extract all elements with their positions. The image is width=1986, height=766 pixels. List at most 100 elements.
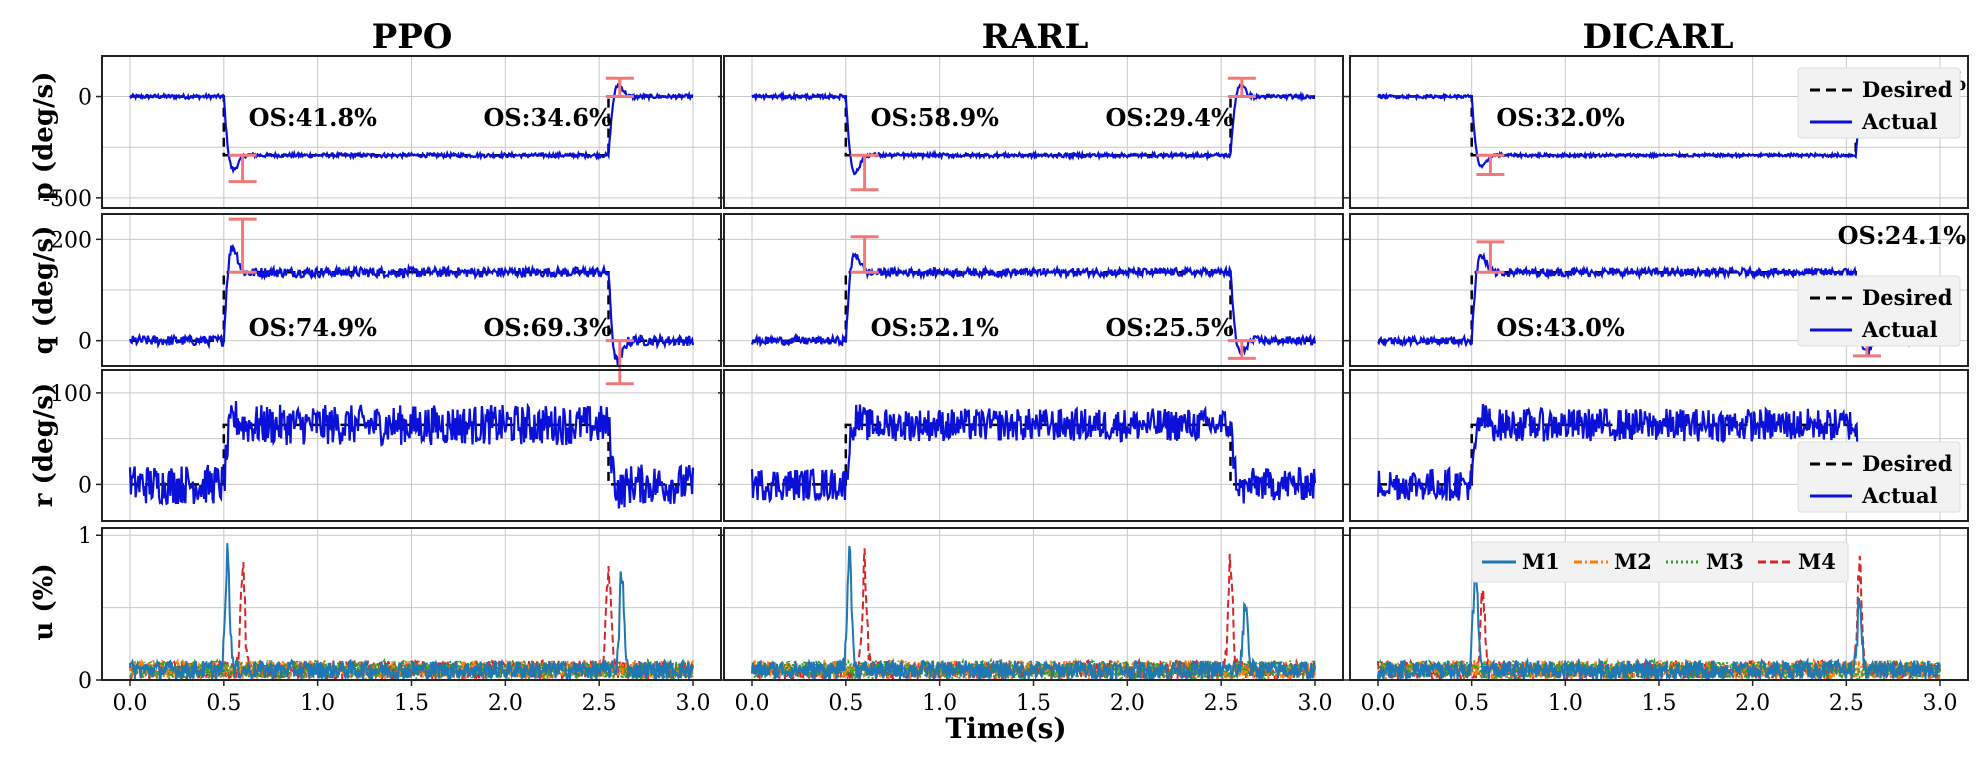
x-tick-label: 1.0 xyxy=(922,691,957,716)
actual-line xyxy=(129,82,694,175)
legend-box xyxy=(1471,541,1849,583)
motor-line-m2 xyxy=(129,658,694,680)
series-group xyxy=(128,243,695,366)
x-tick-label: 0.0 xyxy=(735,691,770,716)
y-tick-label: 200 xyxy=(50,228,92,253)
legend-label: M1 xyxy=(1522,549,1560,574)
legend-label: Desired xyxy=(1862,451,1953,476)
x-tick-label: 0.5 xyxy=(1454,691,1489,716)
y-axis-label-q: q (deg/s) xyxy=(29,226,59,355)
x-tick-label: 2.0 xyxy=(1110,691,1145,716)
series-group xyxy=(751,83,1316,176)
motor-line-m1 xyxy=(129,543,694,680)
subplot-dicarl-u: 0.0 0.5 1.0 1.5 2.0 2.5 3.0 M1 M2 M3 M4 xyxy=(1344,527,1969,716)
series-group xyxy=(1377,251,1941,357)
actual-line xyxy=(750,252,1317,357)
x-tick-label: 2.5 xyxy=(582,691,617,716)
x-tick-label: 1.0 xyxy=(1548,691,1583,716)
actual-line xyxy=(1376,86,1941,169)
x-tick-label: 3.0 xyxy=(1923,691,1958,716)
actual-line xyxy=(128,400,695,509)
subplot-dicarl-r: Desired Actual xyxy=(1344,369,1969,522)
series-group xyxy=(1376,86,1941,169)
y-axis-label-r: r (deg/s) xyxy=(29,383,59,507)
series-group xyxy=(751,545,1316,680)
overshoot-label: OS:41.8% xyxy=(249,103,378,132)
subplot-ppo-r: 0 100 xyxy=(50,369,722,522)
motor-line-m1 xyxy=(751,545,1316,680)
overshoot-label: OS:52.1% xyxy=(871,313,1000,342)
motor-line-m1 xyxy=(1377,554,1941,680)
actual-line xyxy=(751,83,1316,176)
subplot-ppo-q: OS:74.9% OS:69.3% 0 200 xyxy=(50,213,722,386)
overshoot-label: OS:34.6% xyxy=(483,103,612,132)
series-group xyxy=(1376,404,1942,505)
subplot-frame xyxy=(1349,369,1969,522)
subplot-frame xyxy=(723,213,1344,367)
subplot-rarl-q: OS:52.1% OS:25.5% xyxy=(718,213,1344,367)
legend-tracking: Desired Actual xyxy=(1797,441,1961,513)
subplot-frame xyxy=(723,55,1344,209)
overshoot-label: OS:74.9% xyxy=(249,313,378,342)
legend-tracking: Desired Actual xyxy=(1797,275,1961,347)
subplot-ppo-p: OS:41.8% OS:34.6% 0 -500 xyxy=(43,55,722,212)
y-axis-label-u: u (%) xyxy=(29,563,59,640)
y-tick-label: -500 xyxy=(43,187,92,212)
legend-label: Desired xyxy=(1862,77,1953,102)
legend-tracking: Desired Actual xyxy=(1797,67,1961,139)
desired-line xyxy=(130,271,693,342)
series-group xyxy=(128,400,695,509)
actual-line xyxy=(1377,251,1941,357)
legend-label: Actual xyxy=(1861,317,1938,342)
x-tick-label: 2.5 xyxy=(1829,691,1864,716)
overshoot-label: OS:32.0% xyxy=(1496,103,1625,132)
legend-label: M4 xyxy=(1798,549,1836,574)
legend-label: Actual xyxy=(1861,483,1938,508)
subplot-rarl-r xyxy=(718,369,1344,522)
y-tick-label: 1 xyxy=(78,524,92,549)
series-group xyxy=(750,252,1317,357)
x-tick-label: 1.5 xyxy=(1642,691,1677,716)
x-tick-label: 0.5 xyxy=(206,691,241,716)
overshoot-label: OS:69.3% xyxy=(483,313,612,342)
subplot-frame xyxy=(1349,213,1969,367)
subplot-dicarl-q: OS:43.0% OS:24.1% Desired Actual xyxy=(1344,213,1969,367)
x-tick-label: 2.5 xyxy=(1204,691,1239,716)
legend-label: Desired xyxy=(1862,285,1953,310)
plot-layer: OS:41.8% OS:34.6% 0 -500 OS:74.9% OS:69.3% 0 20… xyxy=(43,55,1969,716)
legend-label: M2 xyxy=(1614,549,1652,574)
x-tick-label: 1.5 xyxy=(394,691,429,716)
x-tick-label: 1.5 xyxy=(1016,691,1051,716)
series-group xyxy=(750,404,1317,504)
column-title-rarl: RARL xyxy=(982,17,1089,57)
subplot-frame xyxy=(101,55,722,209)
series-group xyxy=(129,82,694,175)
column-title-ppo: PPO xyxy=(372,17,453,57)
y-tick-label: 0 xyxy=(78,473,92,498)
x-tick-label: 2.0 xyxy=(1735,691,1770,716)
overshoot-label: OS:29.4% xyxy=(1105,103,1234,132)
x-tick-label: 3.0 xyxy=(1298,691,1333,716)
series-group xyxy=(129,543,694,680)
subplot-ppo-u: 0 1 0.0 0.5 1.0 1.5 2.0 2.5 3.0 xyxy=(78,524,722,716)
subplot-rarl-u: 0.0 0.5 1.0 1.5 2.0 2.5 3.0 xyxy=(718,527,1344,716)
legend-motors: M1 M2 M3 M4 xyxy=(1471,541,1849,583)
x-tick-label: 0.0 xyxy=(113,691,148,716)
x-tick-label: 3.0 xyxy=(676,691,711,716)
static-layer: PPO RARL DICARL p (deg/s) q (deg/s) r (d… xyxy=(29,17,1734,745)
overshoot-label: OS:58.9% xyxy=(871,103,1000,132)
actual-line xyxy=(1376,404,1942,505)
y-tick-label: 0 xyxy=(78,86,92,111)
subplot-frame xyxy=(1349,55,1969,209)
x-tick-label: 1.0 xyxy=(300,691,335,716)
legend-label: M3 xyxy=(1706,549,1744,574)
actual-line xyxy=(750,404,1317,504)
overshoot-label: OS:25.5% xyxy=(1105,313,1234,342)
y-tick-label: 0 xyxy=(78,330,92,355)
subplot-frame xyxy=(101,213,722,367)
x-axis-label: Time(s) xyxy=(945,712,1066,745)
y-axis-label-p: p (deg/s) xyxy=(29,72,59,201)
overshoot-label: OS:43.0% xyxy=(1496,313,1625,342)
